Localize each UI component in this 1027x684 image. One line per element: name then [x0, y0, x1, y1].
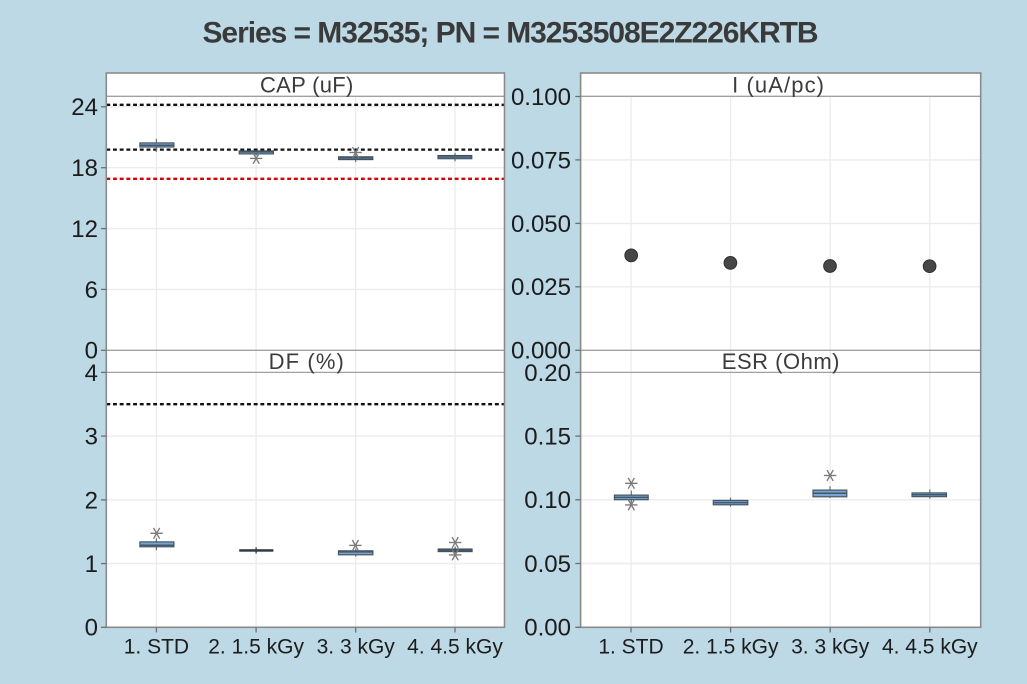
svg-text:0: 0 — [85, 338, 98, 365]
svg-text:18: 18 — [71, 155, 98, 182]
svg-text:0.075: 0.075 — [511, 147, 571, 174]
svg-text:3: 3 — [85, 424, 98, 451]
svg-text:6: 6 — [85, 277, 98, 304]
svg-text:0.000: 0.000 — [511, 338, 571, 365]
svg-text:0.025: 0.025 — [511, 274, 571, 301]
svg-text:0.15: 0.15 — [524, 424, 571, 451]
svg-text:3. 3 kGy: 3. 3 kGy — [791, 636, 870, 659]
svg-text:4: 4 — [85, 360, 98, 387]
svg-text:1. STD: 1. STD — [124, 636, 189, 659]
svg-text:2. 1.5 kGy: 2. 1.5 kGy — [208, 636, 304, 659]
svg-text:0: 0 — [85, 615, 98, 642]
svg-text:4. 4.5 kGy: 4. 4.5 kGy — [407, 636, 503, 659]
svg-text:0.050: 0.050 — [511, 211, 571, 238]
svg-text:I (uA/pc): I (uA/pc) — [732, 73, 825, 98]
svg-text:0.05: 0.05 — [524, 551, 571, 578]
svg-text:0.00: 0.00 — [524, 615, 571, 642]
svg-text:1: 1 — [85, 551, 98, 578]
svg-text:24: 24 — [71, 94, 98, 121]
svg-text:CAP (uF): CAP (uF) — [260, 73, 354, 98]
svg-text:1. STD: 1. STD — [598, 636, 663, 659]
svg-text:12: 12 — [71, 216, 98, 243]
svg-text:Series = M32535; PN = M3253508: Series = M32535; PN = M3253508E2Z226KRTB — [202, 17, 817, 50]
svg-text:DF (%): DF (%) — [269, 349, 345, 374]
svg-text:2. 1.5 kGy: 2. 1.5 kGy — [683, 636, 779, 659]
svg-text:0.10: 0.10 — [524, 487, 571, 514]
svg-text:3. 3 kGy: 3. 3 kGy — [317, 636, 396, 659]
svg-text:0.20: 0.20 — [524, 360, 571, 387]
svg-text:ESR (Ohm): ESR (Ohm) — [722, 349, 840, 374]
svg-text:2: 2 — [85, 487, 98, 514]
svg-text:4. 4.5 kGy: 4. 4.5 kGy — [882, 636, 978, 659]
svg-text:0.100: 0.100 — [511, 84, 571, 111]
